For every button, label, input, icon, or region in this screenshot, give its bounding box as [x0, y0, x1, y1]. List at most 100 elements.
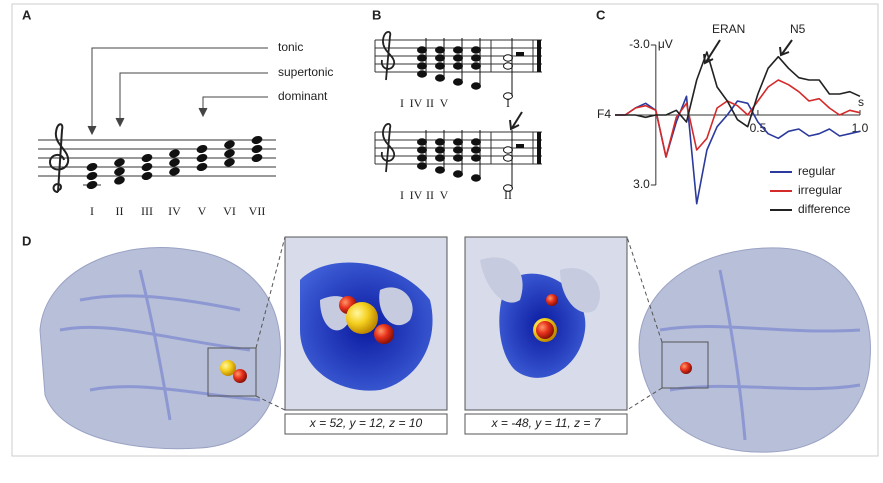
coord-box — [284, 413, 448, 435]
note — [471, 174, 481, 182]
note — [196, 153, 208, 163]
note — [417, 146, 427, 154]
channel-label: F4 — [597, 107, 611, 121]
panel-label: A — [22, 7, 32, 22]
roman-numeral: II — [504, 188, 512, 202]
coord-box — [464, 413, 628, 435]
roman-numeral: VII — [249, 204, 266, 218]
note — [471, 138, 481, 146]
note — [114, 176, 125, 185]
roman-numeral: II — [426, 96, 434, 110]
note — [503, 62, 513, 70]
coordinates: x = 52, y = 12, z = 10 — [309, 416, 423, 430]
note — [417, 70, 427, 78]
legend-label: irregular — [798, 183, 842, 197]
note — [503, 146, 513, 154]
legend-label: regular — [798, 164, 835, 178]
roman-numeral: II — [116, 204, 124, 218]
annotation-arrow — [703, 39, 721, 65]
inset-right-hemisphere — [284, 236, 448, 411]
panel-label: C — [596, 7, 606, 22]
note — [453, 78, 463, 86]
note — [251, 135, 263, 145]
note — [471, 82, 481, 90]
note — [435, 154, 445, 162]
note — [224, 140, 235, 149]
roman-numeral: VI — [223, 204, 236, 218]
note — [224, 149, 235, 158]
note — [453, 46, 463, 54]
coordinates: x = -48, y = 11, z = 7 — [491, 416, 602, 430]
note — [453, 146, 463, 154]
legend-label: difference — [798, 202, 851, 216]
annotation-arrows — [87, 47, 268, 136]
roman-numeral: V — [440, 96, 449, 110]
note — [453, 62, 463, 70]
note — [453, 54, 463, 62]
annotation: N5 — [790, 22, 806, 36]
note — [503, 154, 513, 162]
note — [435, 166, 445, 174]
chords: I IV II V II IV II V II — [374, 31, 542, 202]
note — [435, 46, 445, 54]
annotation: supertonic — [278, 65, 333, 79]
note — [251, 144, 263, 154]
note — [435, 138, 445, 146]
panel-label: B — [372, 7, 381, 22]
note — [435, 146, 445, 154]
note — [141, 162, 153, 172]
note — [141, 171, 153, 181]
note — [114, 167, 125, 176]
treble-clef — [380, 31, 395, 81]
zoom-lines — [255, 236, 663, 411]
note — [196, 144, 208, 154]
rest — [516, 52, 524, 56]
note — [196, 162, 208, 172]
note — [471, 62, 481, 70]
brain-left — [39, 247, 281, 450]
note — [169, 167, 180, 176]
note — [471, 154, 481, 162]
note — [224, 158, 235, 167]
note — [86, 162, 98, 172]
note — [417, 62, 427, 70]
note — [453, 154, 463, 162]
erp-line — [615, 79, 861, 158]
erp-line — [615, 51, 861, 128]
note — [169, 149, 180, 158]
note — [503, 54, 513, 62]
annotation-arrow — [779, 39, 793, 57]
roman-numeral: I — [400, 188, 404, 202]
note — [169, 158, 180, 167]
y-tick-label: -3.0 — [629, 37, 650, 51]
note — [453, 170, 463, 178]
chords: I II III IV V VI VII — [83, 135, 265, 218]
arrow — [509, 111, 523, 131]
roman-numeral: IV — [410, 188, 423, 202]
note — [417, 54, 427, 62]
roman-numeral: IV — [168, 204, 181, 218]
y-tick-label: 3.0 — [633, 177, 650, 191]
note — [417, 46, 427, 54]
roman-numeral: I — [400, 96, 404, 110]
rest — [516, 144, 524, 148]
treble-clef — [48, 123, 70, 193]
roman-numeral: V — [198, 204, 207, 218]
note — [114, 158, 125, 167]
roman-numeral: I — [506, 96, 510, 110]
roman-numeral: III — [141, 204, 153, 218]
y-unit: μV — [658, 37, 673, 51]
panel-label: D — [22, 233, 31, 248]
note — [417, 138, 427, 146]
final-barline — [537, 40, 541, 72]
treble-clef — [380, 123, 395, 173]
frame — [11, 3, 879, 457]
note — [86, 180, 98, 190]
x-tick-label: 0.5 — [750, 121, 767, 135]
note — [141, 153, 153, 163]
annotation: dominant — [278, 89, 328, 103]
annotation: tonic — [278, 40, 303, 54]
staff — [38, 139, 276, 177]
